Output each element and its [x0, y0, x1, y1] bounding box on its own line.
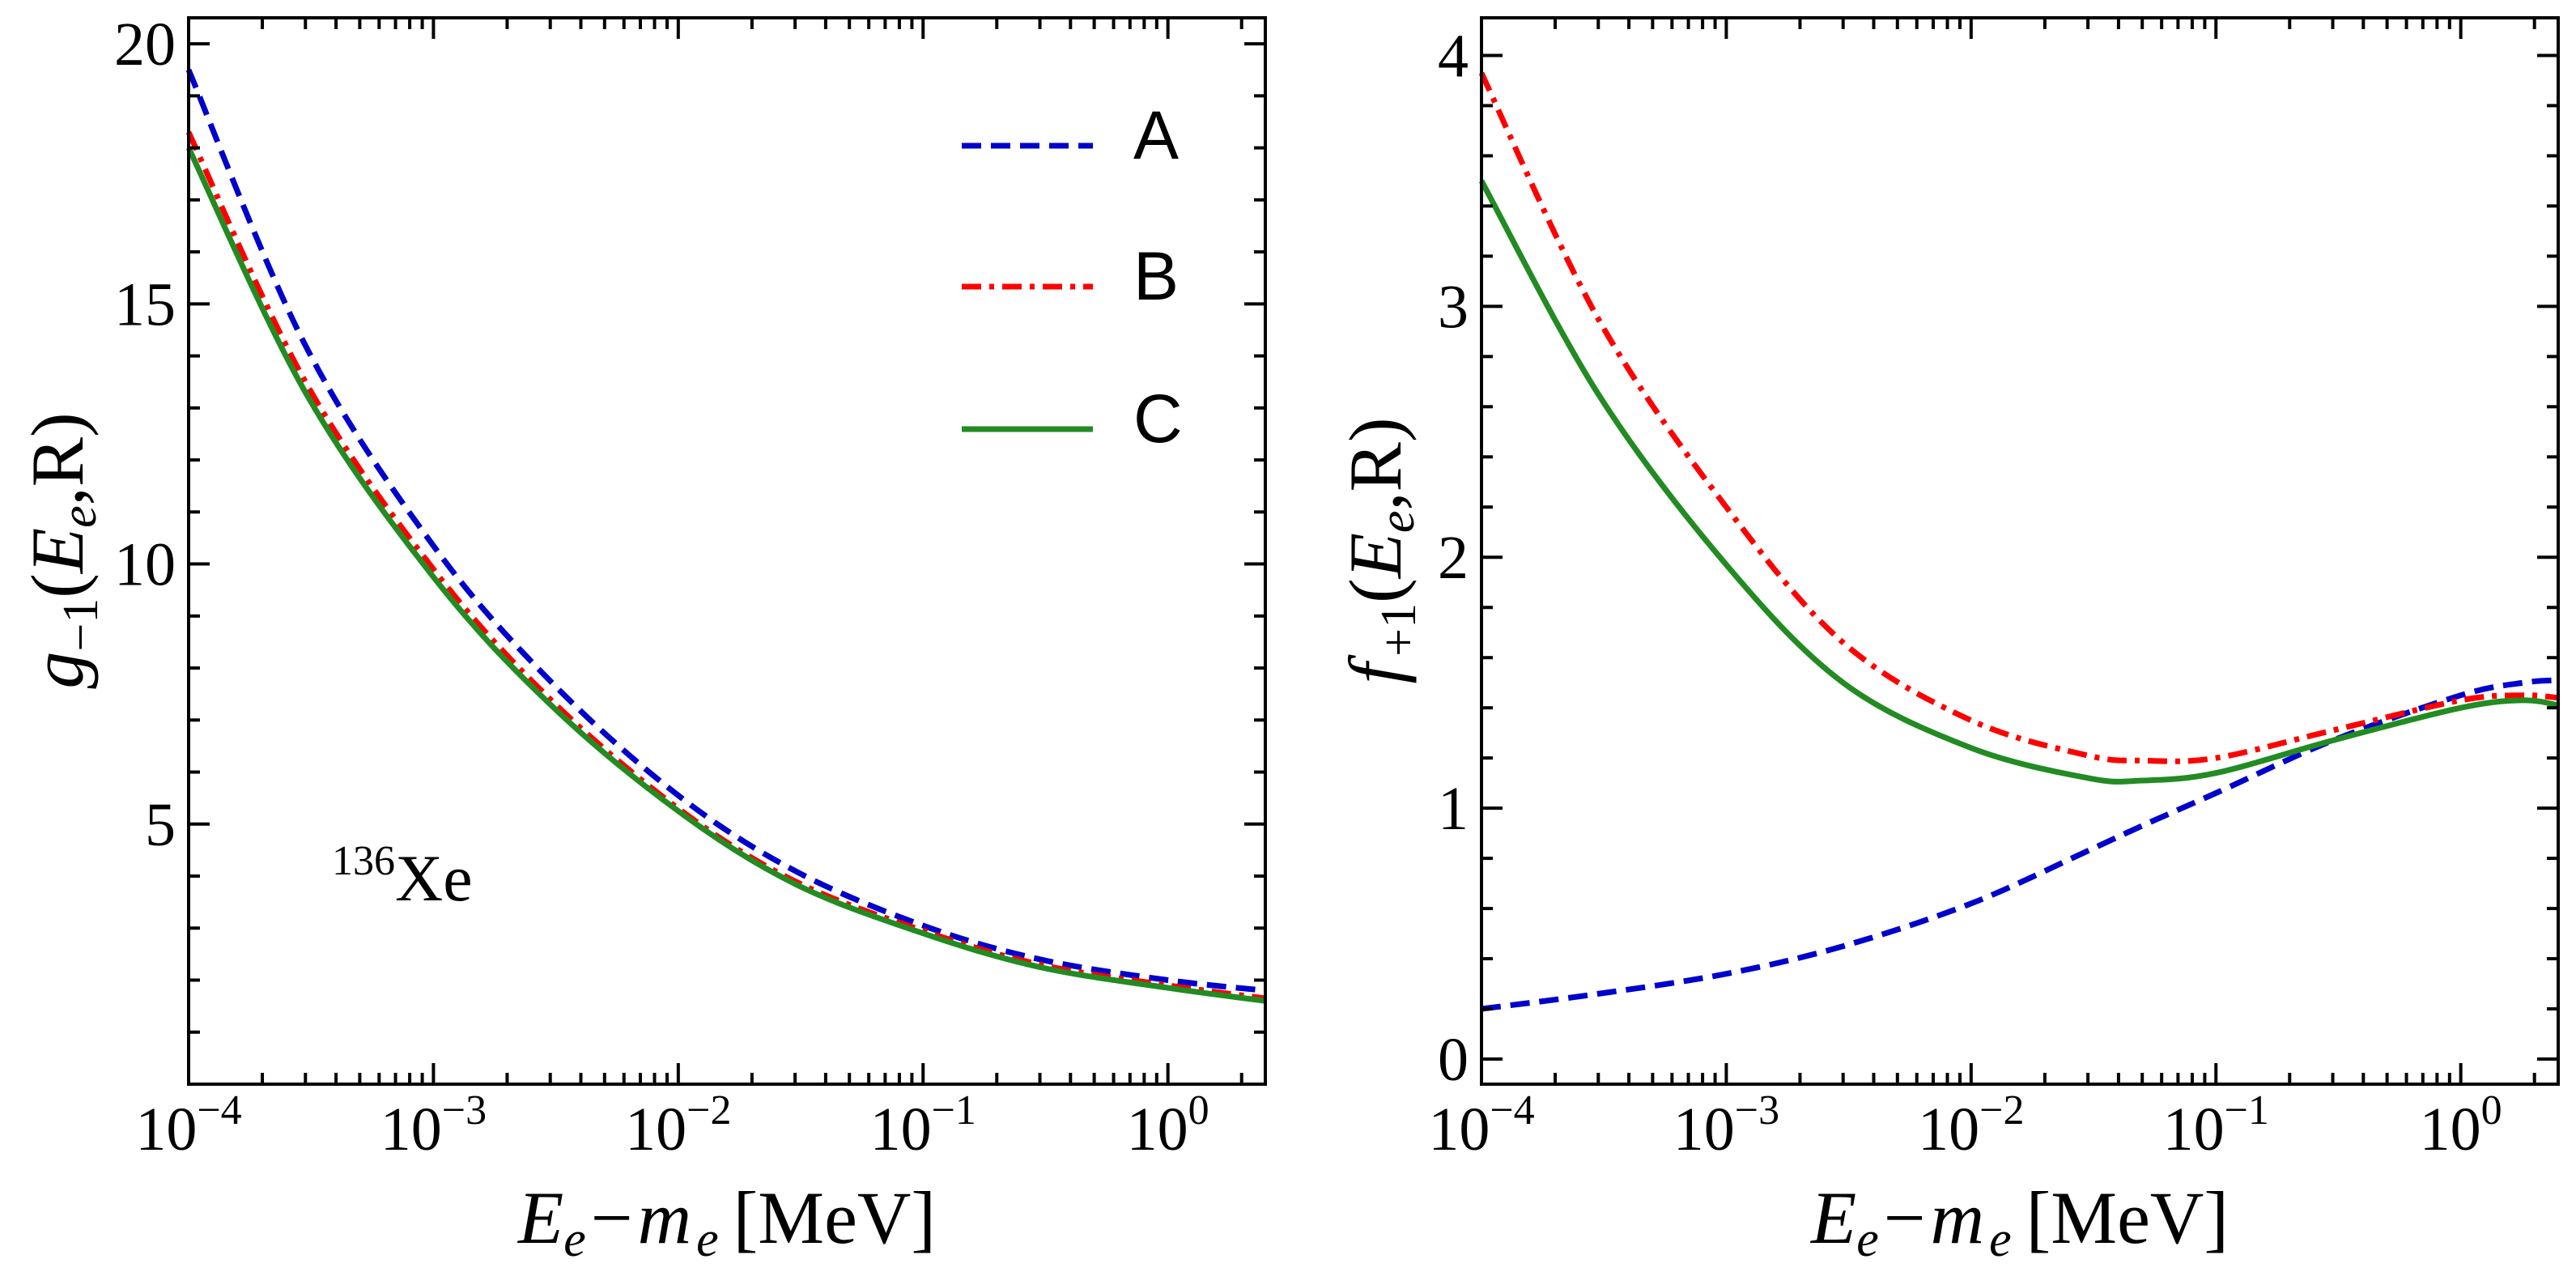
left-x-tick-labels: 10−4 10−3 10−2 10−1 100: [135, 1087, 1209, 1164]
right-ticks: [1480, 18, 2558, 1084]
left-y-tick-label: 15: [114, 270, 176, 338]
annotation-element: Xe: [395, 841, 473, 915]
left-x-tick-label: 100: [1127, 1087, 1209, 1164]
legend-label-c: C: [1133, 381, 1183, 457]
right-x-tick-label: 10−1: [2163, 1087, 2269, 1164]
left-plot-frame: [187, 16, 1267, 1086]
left-y-tick-label: 10: [114, 531, 176, 599]
left-x-tick-label: 10−2: [625, 1087, 731, 1164]
left-x-tick-label: 10−4: [135, 1087, 241, 1164]
right-x-tick-label: 10−4: [1428, 1087, 1534, 1164]
legend-label-a: A: [1133, 97, 1179, 173]
left-series-a-line: [185, 68, 1266, 993]
right-y-tick-label: 2: [1438, 524, 1469, 592]
right-plot-frame: [1480, 16, 2560, 1086]
left-x-tick-label: 10−1: [870, 1087, 976, 1164]
right-y-tick-label: 1: [1438, 775, 1469, 843]
right-y-axis-label: f+1(Ee,R): [1334, 418, 1426, 684]
right-curves: [1478, 71, 2559, 1012]
left-y-tick-labels: 5 10 15 20: [114, 11, 176, 859]
right-series-a-line: [1481, 677, 2559, 1012]
left-curves: [185, 68, 1266, 1004]
legend-entry-a: A: [962, 97, 1179, 173]
right-y-tick-label: 3: [1438, 273, 1469, 341]
left-y-tick-label: 5: [145, 791, 176, 859]
legend-entry-c: C: [962, 381, 1183, 457]
right-y-tick-label: 0: [1438, 1026, 1469, 1094]
left-ticks: [187, 18, 1265, 1086]
right-x-axis-label: Ee−me [MeV]: [1809, 1176, 2229, 1267]
legend-entry-b: B: [962, 238, 1179, 314]
left-x-tick-label: 10−3: [380, 1087, 487, 1164]
right-series-b-line: [1478, 71, 2559, 764]
right-x-tick-label: 10−2: [1918, 1087, 2024, 1164]
left-series-c-line: [185, 147, 1266, 1004]
right-x-tick-labels: 10−4 10−3 10−2 10−1 100: [1428, 1087, 2502, 1164]
right-x-tick-label: 100: [2420, 1087, 2502, 1164]
right-panel: 0 1 2 3 4 10−4 10−3 10−2 10−1 100 Ee−me [MeV] f+1…: [1334, 16, 2560, 1267]
left-y-axis-label: g−1(Ee,R): [16, 412, 108, 688]
annotation-mass-number: 136: [332, 838, 395, 884]
legend: A B C: [962, 97, 1183, 457]
left-y-tick-label: 20: [114, 11, 176, 79]
right-y-tick-label: 4: [1438, 22, 1469, 90]
right-x-tick-label: 10−3: [1673, 1087, 1779, 1164]
nucleus-annotation: 136Xe: [332, 838, 473, 915]
right-series-c-line: [1478, 179, 2559, 785]
left-x-axis-label: Ee−me [MeV]: [516, 1176, 936, 1267]
legend-label-b: B: [1133, 238, 1179, 314]
right-y-tick-labels: 0 1 2 3 4: [1438, 22, 1469, 1094]
